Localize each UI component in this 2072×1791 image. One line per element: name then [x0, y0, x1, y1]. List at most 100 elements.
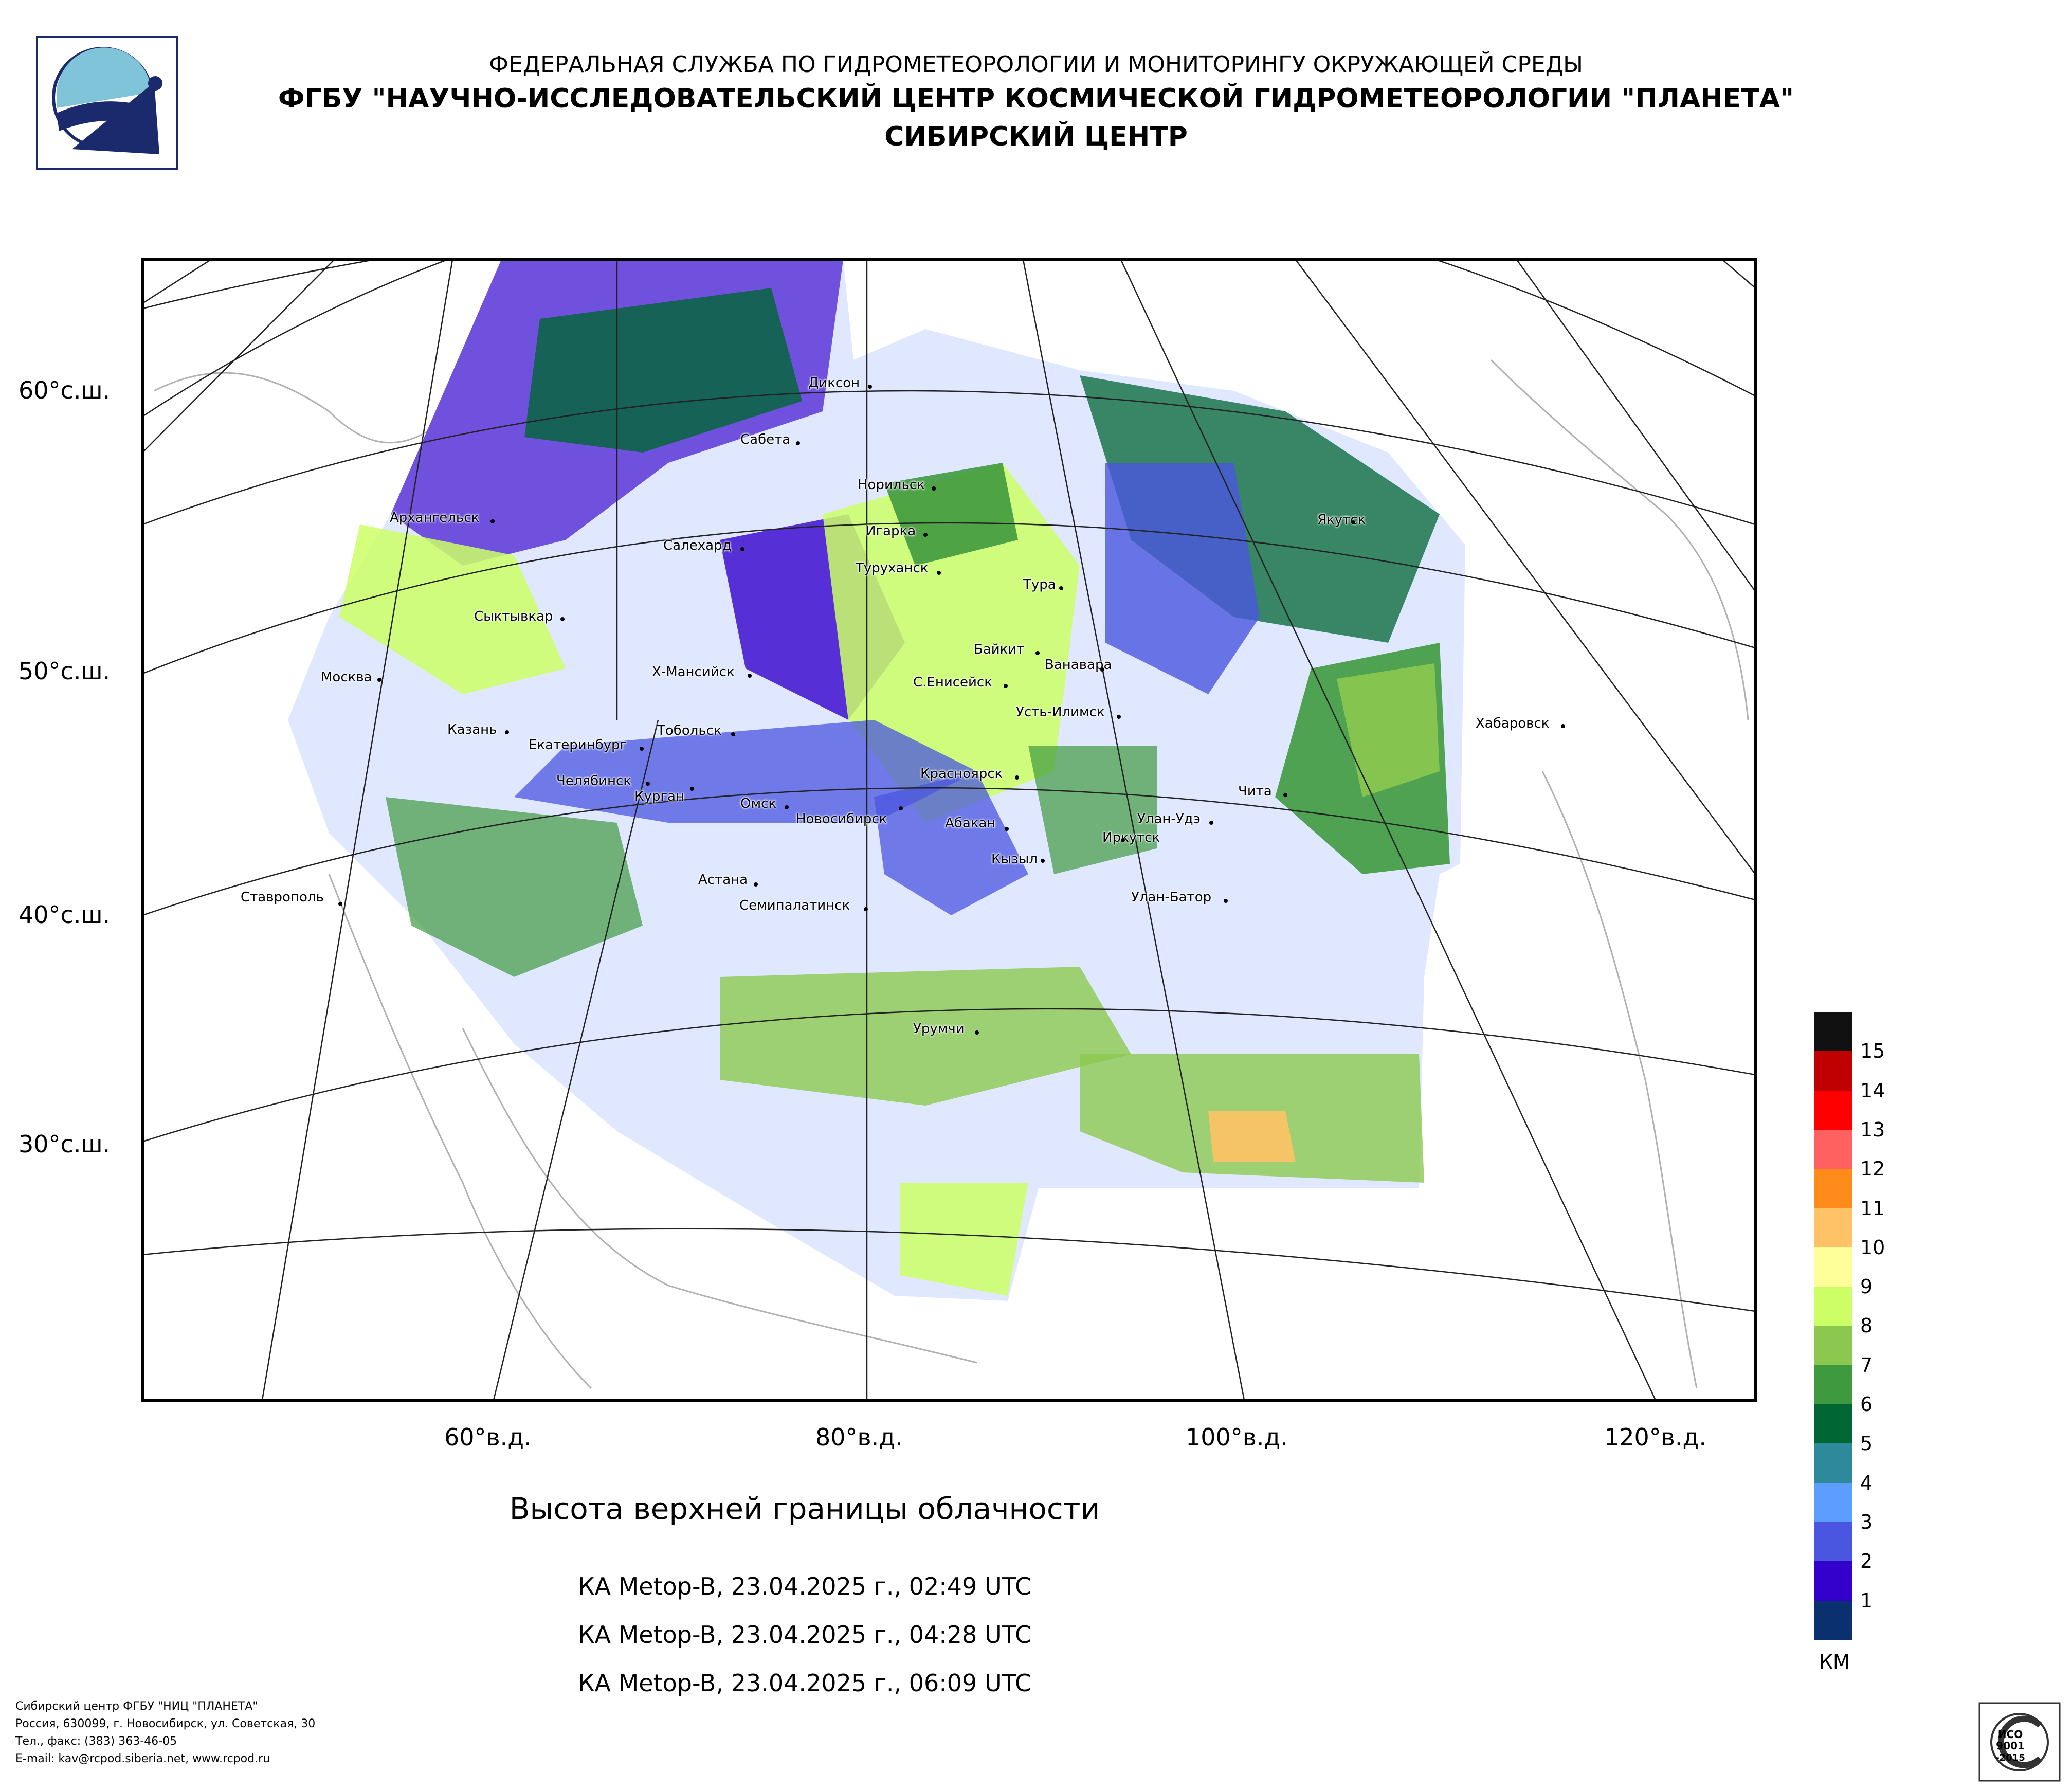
city-label: Усть-Илимск [1016, 704, 1105, 720]
city-label: Архангельск [390, 510, 480, 526]
lat-label-50: 50°с.ш. [19, 657, 111, 685]
legend-label: 9 [1860, 1275, 1873, 1298]
city-label: Кызыл [991, 852, 1038, 867]
city-label: Диксон [808, 375, 860, 391]
city-label: Туруханск [856, 560, 929, 576]
city-dot [899, 806, 903, 810]
city-label: Улан-Батор [1131, 890, 1212, 905]
city-dot [740, 547, 744, 551]
header-institute: ФГБУ "НАУЧНО-ИССЛЕДОВАТЕЛЬСКИЙ ЦЕНТР КОС… [278, 83, 1794, 114]
legend-label: 15 [1860, 1040, 1885, 1063]
legend-label: 12 [1860, 1157, 1885, 1181]
legend-swatch [1814, 1404, 1852, 1444]
legend-label: 4 [1860, 1471, 1873, 1494]
legend-swatch [1814, 1208, 1852, 1248]
city-dot [932, 486, 936, 491]
city-dot [864, 907, 868, 911]
city-label: С.Енисейск [913, 675, 992, 690]
city-label: Урумчи [913, 1021, 965, 1037]
legend-label: 10 [1860, 1236, 1885, 1259]
lat-label-40: 40°с.ш. [19, 901, 111, 929]
legend-swatch [1814, 1482, 1852, 1523]
city-dot [785, 805, 789, 809]
cloud-swath [288, 260, 1465, 1301]
city-dot [1121, 838, 1125, 842]
city-label: Казань [447, 722, 497, 737]
iso-badge-icon: ИСО 9001 -2015 [1978, 1702, 2061, 1782]
city-label: Улан-Удэ [1137, 811, 1201, 827]
city-dot [748, 674, 752, 678]
legend-label: 5 [1860, 1432, 1873, 1455]
city-dot [505, 730, 509, 734]
city-label: Иркутск [1102, 830, 1160, 845]
legend-swatch [1814, 1561, 1852, 1601]
city-dot [1209, 821, 1213, 825]
city-dot [640, 747, 644, 751]
footer-line: E-mail: kav@rcpod.siberia.net, www.rcpod… [15, 1752, 270, 1765]
city-dot [1283, 793, 1287, 797]
city-label: Новосибирск [796, 811, 887, 827]
header-center: СИБИРСКИЙ ЦЕНТР [884, 121, 1188, 152]
lon-label-100: 100°в.д. [1186, 1423, 1288, 1451]
city-dot [560, 617, 565, 621]
legend-units: КМ [1819, 1651, 1850, 1673]
lon-label-80: 80°в.д. [815, 1423, 903, 1451]
legend-swatch [1814, 1129, 1852, 1170]
city-dot [490, 519, 495, 523]
iso-text: -2015 [1995, 1752, 2025, 1763]
city-dot [1015, 775, 1019, 780]
city-dot [1561, 724, 1565, 728]
footer-line: Тел., факс: (383) 363-46-05 [15, 1735, 177, 1748]
city-dot [377, 678, 381, 682]
city-label: Красноярск [920, 766, 1003, 782]
iso-text: 9001 [1996, 1740, 2025, 1752]
city-label: Норильск [858, 477, 925, 493]
legend-label: 11 [1860, 1197, 1885, 1220]
planeta-logo [36, 36, 178, 170]
city-label: Игарка [866, 523, 916, 539]
map-title: Высота верхней границы облачности [509, 1491, 1100, 1526]
city-dot [1117, 715, 1121, 719]
lat-label-30: 30°с.ш. [19, 1130, 111, 1158]
legend-swatch [1814, 1443, 1852, 1484]
legend-swatch [1814, 1051, 1852, 1091]
city-dot [868, 385, 872, 389]
city-dot [1041, 859, 1045, 863]
pass-line: КА Metop-B, 23.04.2025 г., 02:49 UTC [577, 1572, 1032, 1600]
city-label: Хабаровск [1476, 716, 1550, 731]
city-dot [1100, 667, 1104, 672]
city-label: Сыктывкар [474, 609, 553, 624]
legend-swatch [1814, 1600, 1852, 1640]
city-label: Курган [634, 789, 684, 804]
city-dot [796, 441, 800, 445]
legend-swatch [1814, 1012, 1852, 1052]
legend-label: 6 [1860, 1393, 1873, 1416]
legend-label: 3 [1860, 1510, 1873, 1533]
city-dot [937, 571, 941, 575]
lon-label-60: 60°в.д. [444, 1423, 532, 1451]
city-dot [1059, 586, 1063, 590]
city-label: Ставрополь [241, 890, 324, 905]
legend-label: 14 [1860, 1079, 1885, 1102]
city-dot [690, 787, 694, 791]
city-dot [1004, 684, 1008, 688]
city-dot [338, 902, 342, 906]
iso-text: ИСО [1998, 1728, 2023, 1741]
city-label: Москва [321, 670, 372, 685]
city-dot [1224, 899, 1228, 903]
city-label: Байкит [974, 642, 1025, 657]
city-dot [923, 533, 928, 537]
city-label: Чита [1238, 784, 1272, 799]
lon-label-120: 120°в.д. [1604, 1423, 1706, 1451]
city-dot [1351, 520, 1355, 524]
city-label: Тура [1023, 577, 1056, 592]
city-label: Омск [740, 796, 777, 811]
legend-label: 2 [1860, 1550, 1873, 1573]
legend-label: 8 [1860, 1314, 1873, 1337]
footer-line: Россия, 630099, г. Новосибирск, ул. Сове… [15, 1717, 316, 1730]
city-dot [754, 882, 758, 887]
lat-label-60: 60°с.ш. [19, 376, 111, 404]
header-agency: ФЕДЕРАЛЬНАЯ СЛУЖБА ПО ГИДРОМЕТЕОРОЛОГИИ … [489, 51, 1583, 78]
city-label: Абакан [945, 816, 996, 831]
